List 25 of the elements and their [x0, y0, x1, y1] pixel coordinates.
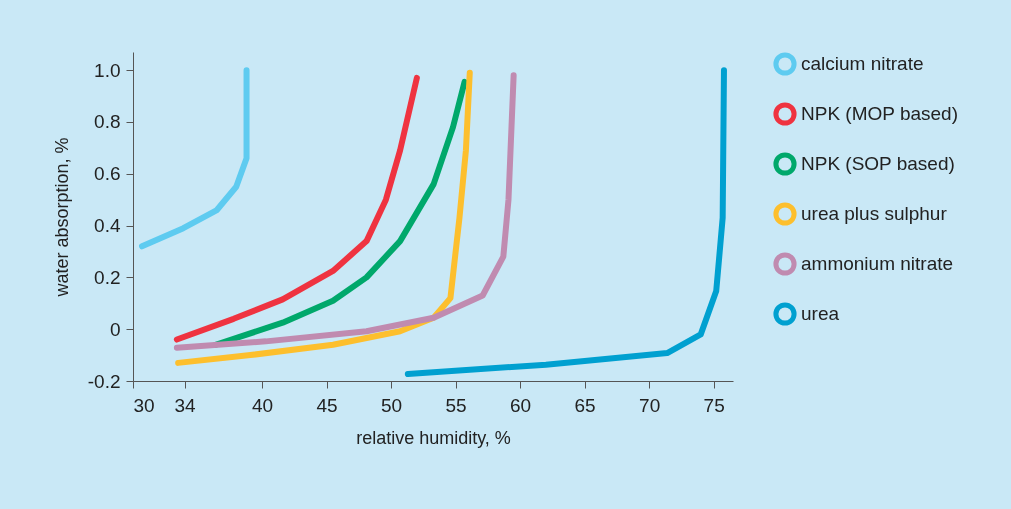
- x-tick-label: 45: [316, 394, 338, 416]
- x-tick-label: 60: [510, 394, 532, 416]
- x-tick-label: 75: [703, 394, 725, 416]
- y-tick-label: 0.6: [94, 163, 121, 185]
- x-tick-label: 40: [251, 394, 274, 416]
- x-tick-label: 70: [639, 394, 661, 416]
- y-tick-label: 0: [109, 318, 121, 340]
- legend-label: urea: [801, 303, 840, 324]
- x-tick-label: 30: [133, 394, 155, 416]
- legend-label: NPK (SOP based): [801, 153, 955, 174]
- y-tick-label: 0.2: [94, 266, 121, 288]
- x-tick-label: 34: [174, 394, 197, 416]
- x-tick-label: 65: [574, 394, 596, 416]
- y-axis-title: water absorption, %: [51, 137, 72, 298]
- x-tick-label: 55: [445, 394, 467, 416]
- y-tick-label: -0.2: [87, 370, 121, 392]
- legend-label: NPK (MOP based): [801, 103, 958, 124]
- x-axis-title: relative humidity, %: [356, 427, 511, 448]
- legend-label: urea plus sulphur: [801, 203, 948, 224]
- x-tick-label: 50: [380, 394, 403, 416]
- y-tick-label: 0.4: [94, 215, 121, 237]
- y-tick-label: 0.8: [94, 111, 121, 133]
- legend-label: calcium nitrate: [801, 53, 924, 74]
- legend-label: ammonium nitrate: [801, 253, 954, 274]
- y-tick-label: 1.0: [94, 59, 121, 81]
